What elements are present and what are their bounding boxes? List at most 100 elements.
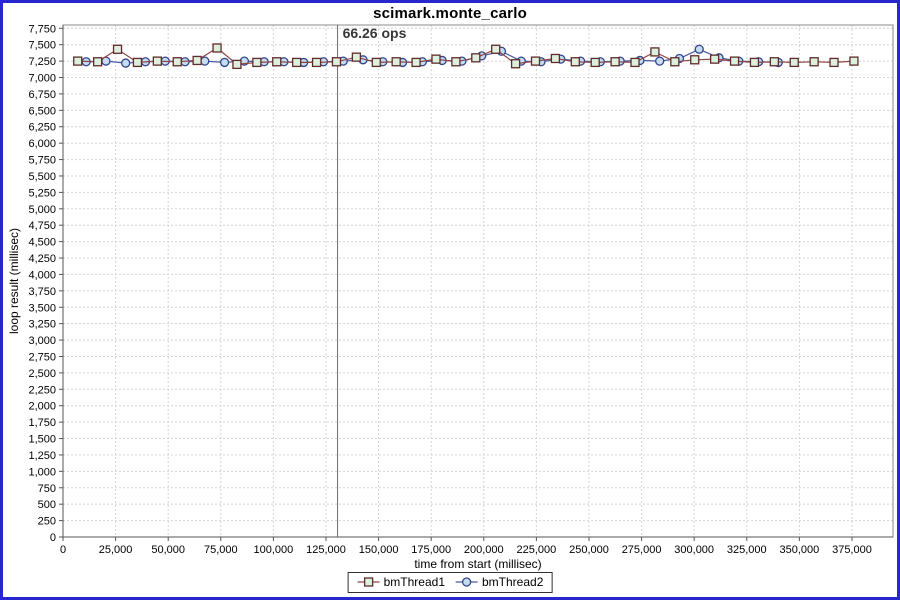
- data-point: [550, 53, 561, 64]
- y-tick-label: 1,250: [28, 450, 56, 462]
- y-tick-label: 2,750: [28, 351, 56, 363]
- x-tick-label: 250,000: [569, 544, 609, 556]
- annotation-ops: 66.26 ops: [343, 25, 407, 41]
- data-point: [371, 57, 381, 68]
- data-point: [200, 56, 210, 66]
- y-tick-label: 1,500: [28, 434, 56, 446]
- data-point: [252, 57, 262, 68]
- legend-item-bmThread2: bmThread2: [455, 575, 543, 589]
- data-point: [212, 43, 222, 53]
- data-point: [411, 57, 421, 68]
- data-point: [331, 57, 342, 67]
- data-point: [192, 55, 202, 66]
- y-tick-label: 6,000: [28, 138, 56, 150]
- y-tick-label: 7,000: [28, 73, 56, 85]
- data-point: [172, 57, 182, 67]
- y-tick-label: 4,750: [28, 220, 56, 232]
- y-tick-label: 3,250: [28, 319, 56, 331]
- y-tick-label: 7,250: [28, 56, 56, 68]
- data-point: [232, 59, 242, 70]
- y-tick-label: 2,500: [28, 368, 56, 380]
- y-tick-label: 5,250: [28, 187, 56, 199]
- data-point: [655, 56, 665, 66]
- x-tick-label: 200,000: [464, 544, 504, 556]
- data-point: [694, 44, 704, 54]
- data-point: [471, 53, 481, 63]
- series-bmThread1: [73, 43, 859, 70]
- x-axis-label: time from start (millisec): [414, 557, 541, 571]
- y-tick-label: 0: [50, 532, 56, 544]
- y-axis-label: loop result (millisec): [7, 228, 21, 334]
- y-tick-label: 750: [38, 483, 56, 495]
- data-point: [491, 44, 501, 54]
- data-point: [391, 57, 401, 67]
- data-point: [829, 57, 839, 68]
- data-point: [121, 58, 131, 68]
- data-point: [590, 57, 600, 68]
- data-point: [630, 57, 640, 68]
- y-tick-label: 2,250: [28, 384, 56, 396]
- x-tick-label: 375,000: [832, 544, 872, 556]
- data-point: [351, 52, 362, 62]
- data-point: [650, 47, 660, 57]
- data-point: [709, 54, 720, 64]
- data-point: [789, 57, 799, 68]
- data-point: [570, 57, 580, 67]
- x-tick-label: 350,000: [779, 544, 819, 556]
- y-tick-label: 6,500: [28, 105, 56, 117]
- data-point: [610, 57, 620, 67]
- data-point: [690, 55, 700, 65]
- y-tick-label: 1,000: [28, 466, 56, 478]
- legend-item-bmThread1: bmThread1: [357, 575, 445, 589]
- legend: bmThread1 bmThread2: [347, 572, 553, 593]
- y-tick-label: 1,750: [28, 417, 56, 429]
- y-tick-label: 4,500: [28, 237, 56, 249]
- y-tick-label: 6,250: [28, 122, 56, 134]
- x-tick-label: 100,000: [254, 544, 294, 556]
- tick-marks: [59, 27, 853, 541]
- gridlines: [63, 25, 893, 537]
- y-tick-label: 3,000: [28, 335, 56, 347]
- x-tick-label: 50,000: [151, 544, 185, 556]
- data-point: [749, 57, 760, 68]
- y-tick-label: 3,750: [28, 286, 56, 298]
- y-tick-label: 5,000: [28, 204, 56, 216]
- x-tick-label: 0: [60, 544, 66, 556]
- chart-title: scimark.monte_carlo: [373, 5, 527, 22]
- x-tick-label: 150,000: [359, 544, 399, 556]
- data-point: [292, 57, 302, 68]
- data-point: [530, 56, 541, 66]
- data-point: [809, 57, 819, 67]
- data-point: [272, 57, 282, 67]
- tick-labels: 0 250 500 750 1,000 1,250 1,500 1,750 2,000 2,250…: [28, 23, 871, 556]
- data-point: [132, 57, 143, 68]
- x-tick-label: 25,000: [99, 544, 133, 556]
- x-tick-label: 125,000: [306, 544, 346, 556]
- legend-item-label: bmThread1: [383, 575, 445, 589]
- y-tick-label: 500: [38, 499, 56, 511]
- plot-background: [63, 25, 893, 537]
- y-tick-label: 7,750: [28, 23, 56, 35]
- y-tick-label: 4,000: [28, 269, 56, 281]
- series-line: [77, 47, 855, 66]
- chart-canvas[interactable]: 0 250 500 750 1,000 1,250 1,500 1,750 2,000 2,250…: [3, 3, 897, 597]
- square-marker-icon: [357, 577, 380, 587]
- data-point: [311, 57, 322, 68]
- y-tick-label: 2,000: [28, 401, 56, 413]
- data-point: [73, 56, 83, 66]
- data-point: [849, 56, 859, 66]
- data-point: [431, 54, 441, 64]
- x-tick-label: 325,000: [727, 544, 767, 556]
- x-tick-label: 75,000: [204, 544, 238, 556]
- data-point: [112, 44, 123, 54]
- data-point: [729, 56, 740, 66]
- y-tick-label: 250: [38, 516, 56, 528]
- x-tick-label: 175,000: [411, 544, 451, 556]
- y-tick-label: 5,750: [28, 155, 56, 167]
- circle-marker-icon: [456, 577, 478, 587]
- x-tick-label: 275,000: [622, 544, 662, 556]
- data-point: [92, 57, 103, 67]
- y-tick-label: 5,500: [28, 171, 56, 183]
- x-tick-label: 300,000: [674, 544, 714, 556]
